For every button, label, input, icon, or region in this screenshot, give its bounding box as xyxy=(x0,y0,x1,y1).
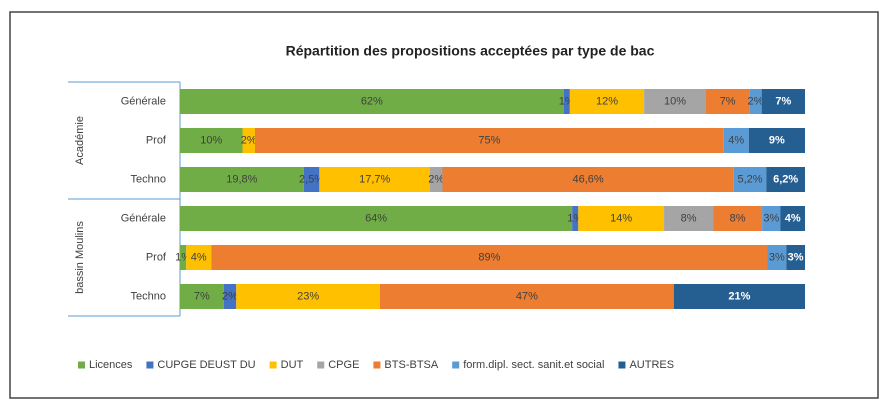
bar-segment xyxy=(223,284,237,309)
data-label: 62% xyxy=(361,95,383,107)
bar-segment xyxy=(319,167,430,192)
bar-segment xyxy=(303,167,320,192)
data-label: 46,6% xyxy=(573,173,604,185)
bar-segment xyxy=(255,128,724,153)
data-label: 14% xyxy=(610,212,632,224)
bar-segment xyxy=(180,245,187,270)
legend-label: Licences xyxy=(89,359,133,371)
bar-segment xyxy=(644,89,706,114)
y-tick-label: Générale xyxy=(121,95,166,107)
data-label: 9% xyxy=(769,134,785,146)
chart-title: Répartition des propositions acceptées p… xyxy=(286,43,655,59)
legend-swatch xyxy=(269,361,277,369)
data-label: 12% xyxy=(596,95,618,107)
legend-label: DUT xyxy=(281,359,304,371)
group-label: Académie xyxy=(74,116,86,165)
data-label: 47% xyxy=(516,290,538,302)
data-label: 19,8% xyxy=(226,173,257,185)
data-label: 2,5% xyxy=(299,173,324,185)
data-label: 8% xyxy=(730,212,746,224)
group-label: bassin Moulins xyxy=(74,221,86,294)
y-tick-label: Prof xyxy=(146,134,167,146)
bar-segment xyxy=(563,89,570,114)
data-label: 5,2% xyxy=(737,173,762,185)
legend-label: BTS-BTSA xyxy=(384,359,438,371)
data-label: 89% xyxy=(478,251,500,263)
legend-swatch xyxy=(78,361,85,369)
bar-segment xyxy=(442,167,734,192)
data-label: 2% xyxy=(748,95,764,107)
legend-label: form.dipl. sect. sanit.et social xyxy=(463,359,604,371)
data-label: 10% xyxy=(200,134,222,146)
bar-segment xyxy=(242,128,255,153)
bar-segment xyxy=(180,89,564,114)
data-label: 64% xyxy=(365,212,387,224)
legend-label: CUPGE DEUST DU xyxy=(157,359,255,371)
data-label: 4% xyxy=(191,251,207,263)
bar-segment xyxy=(713,206,763,231)
data-label: 2% xyxy=(428,173,444,185)
data-label: 3% xyxy=(769,251,785,263)
data-label: 7% xyxy=(194,290,210,302)
data-label: 4% xyxy=(728,134,744,146)
bar-segment xyxy=(664,206,714,231)
data-label: 2% xyxy=(222,290,238,302)
legend-label: AUTRES xyxy=(629,359,674,371)
y-tick-label: Techno xyxy=(131,173,166,185)
legend-swatch xyxy=(373,361,381,369)
bar-segment xyxy=(569,89,645,114)
bar-segment xyxy=(749,89,762,114)
data-label: 21% xyxy=(728,290,750,302)
data-label: 75% xyxy=(478,134,500,146)
bar-segment xyxy=(180,167,304,192)
legend-swatch xyxy=(618,361,626,369)
bar-segment xyxy=(780,206,805,231)
legend-swatch xyxy=(146,361,154,369)
data-label: 23% xyxy=(297,290,319,302)
bar-segment xyxy=(430,167,443,192)
bar-segment xyxy=(673,284,805,309)
data-label: 3% xyxy=(788,251,804,263)
bar-segment xyxy=(723,128,749,153)
data-label: 8% xyxy=(681,212,697,224)
data-label: 6,2% xyxy=(773,173,798,185)
bar-segment xyxy=(380,284,674,309)
bar-segment xyxy=(762,206,781,231)
y-tick-label: Générale xyxy=(121,212,166,224)
bar-segment xyxy=(705,89,750,114)
bar-segment xyxy=(767,245,787,270)
data-label: 7% xyxy=(720,95,736,107)
bar-segment xyxy=(180,284,224,309)
bar-segment xyxy=(180,128,243,153)
legend-swatch xyxy=(317,361,325,369)
data-label: 17,7% xyxy=(359,173,390,185)
legend-swatch xyxy=(452,361,460,369)
bar-segment xyxy=(186,245,212,270)
y-tick-label: Prof xyxy=(146,251,167,263)
legend-label: CPGE xyxy=(328,359,359,371)
bar-segment xyxy=(180,206,573,231)
data-label: 4% xyxy=(785,212,801,224)
bar-segment xyxy=(236,284,380,309)
bar-segment xyxy=(748,128,805,153)
data-label: 10% xyxy=(664,95,686,107)
y-tick-label: Techno xyxy=(131,290,166,302)
bar-segment xyxy=(761,89,805,114)
bar-segment xyxy=(766,167,805,192)
bar-segment xyxy=(572,206,579,231)
data-label: 3% xyxy=(763,212,779,224)
data-label: 2% xyxy=(241,134,257,146)
bar-segment xyxy=(211,245,768,270)
data-label: 7% xyxy=(775,95,791,107)
chart-frame xyxy=(9,11,879,399)
bar-segment xyxy=(733,167,767,192)
bar-segment xyxy=(786,245,805,270)
bar-segment xyxy=(578,206,665,231)
